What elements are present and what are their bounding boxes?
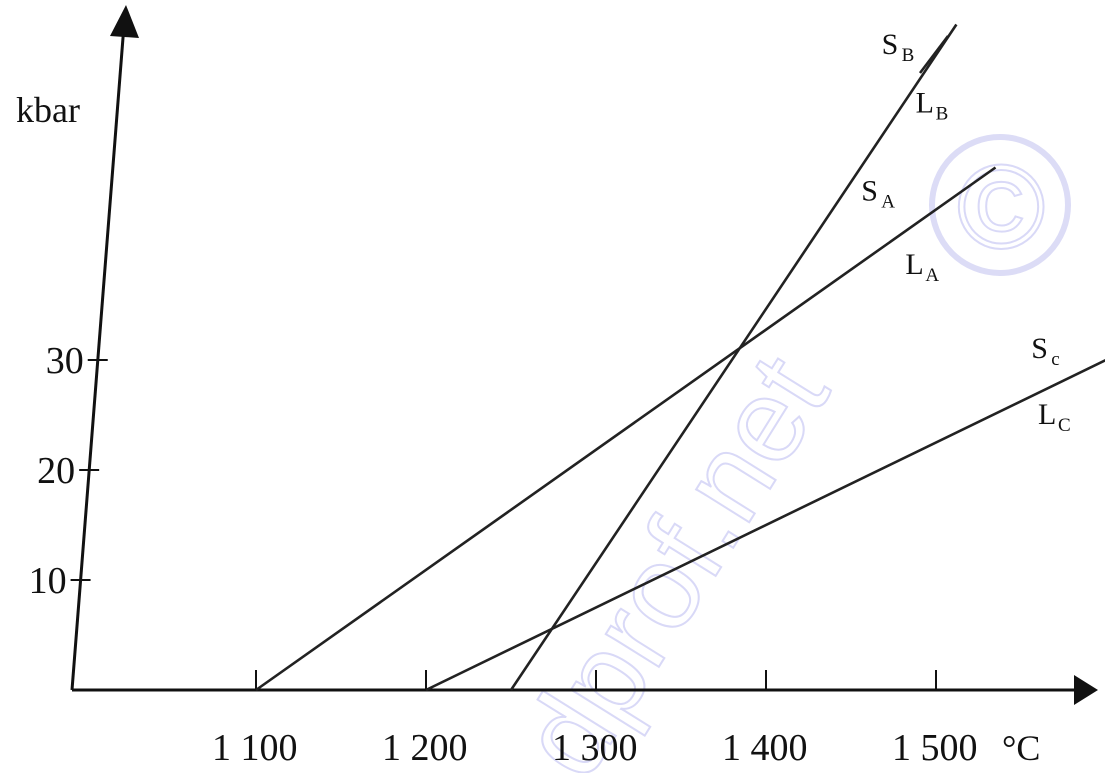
series-label-main: S [1031, 332, 1048, 365]
y-tick-label: 30 [46, 340, 84, 382]
series-label-sub: c [1051, 349, 1059, 370]
watermark-text: dprof.net [495, 334, 854, 773]
copyright-watermark-icon: © [929, 134, 1071, 276]
y-axis-arrow-icon [110, 5, 139, 38]
top-series-line-extension [918, 35, 950, 74]
series-line-a [255, 166, 997, 692]
series-labels: S AL AS BL BS cL C [861, 28, 1070, 436]
series-lines [255, 23, 1105, 692]
y-tick-label: 20 [37, 450, 75, 492]
copyright-watermark-symbol: © [957, 140, 1045, 274]
series-label-main: L [1038, 398, 1056, 431]
series-label-main: L [916, 87, 934, 120]
series-label-sub: C [1058, 415, 1071, 436]
series-line-c [425, 359, 1105, 692]
x-axis-arrow-icon [1074, 675, 1098, 705]
x-tick-label: 1 300 [552, 727, 638, 769]
x-tick-label: 1 200 [382, 727, 468, 769]
watermark-layer: dprof.net © [494, 134, 1071, 778]
series-label-sub: A [881, 192, 895, 213]
series-label-sub: B [936, 104, 949, 125]
y-axis-label: kbar [16, 90, 80, 130]
x-tick-label: 1 400 [722, 727, 808, 769]
axes: kbar °C [16, 5, 1098, 768]
series-label-sub: A [925, 265, 939, 286]
y-tick-label: 10 [29, 560, 67, 602]
series-label-main: L [905, 248, 923, 281]
series-label-sub: B [902, 45, 915, 66]
x-tick-label: 1 100 [212, 727, 298, 769]
ticks: 1 100 1 200 1 300 1 400 1 500 10 20 30 [29, 340, 978, 769]
series-label-main: S [861, 175, 878, 208]
x-axis-label: °C [1002, 728, 1040, 768]
series-label-main: S [882, 28, 899, 61]
x-tick-label: 1 500 [892, 727, 978, 769]
series-line-b [509, 23, 958, 691]
